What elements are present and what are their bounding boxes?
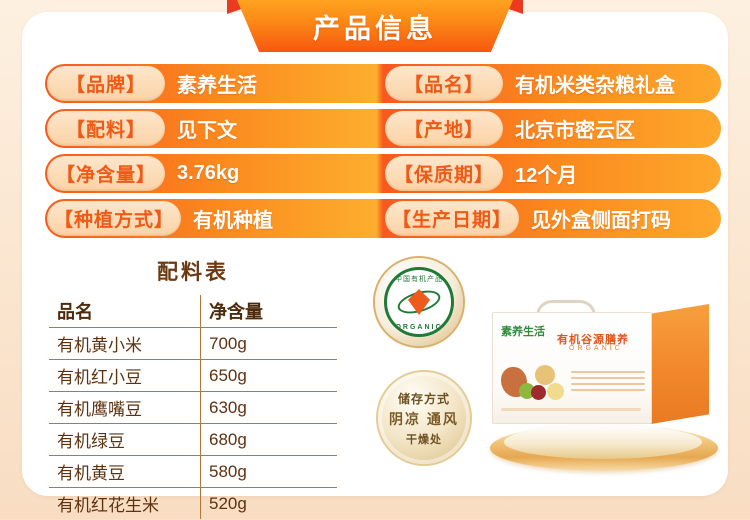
info-cell-right: 【品名】 有机米类杂粮礼盒 bbox=[383, 64, 721, 103]
ingredient-weight: 680g bbox=[200, 423, 337, 456]
plate-top-icon bbox=[504, 425, 702, 459]
seal-bottom-text: ORGANIC bbox=[395, 324, 443, 331]
info-value-brand: 素养生活 bbox=[177, 75, 257, 97]
ingredient-weight: 630g bbox=[200, 391, 337, 424]
product-info-rows: 【品牌】 素养生活 【品名】 有机米类杂粮礼盒 【配料】 见下文 【产地】 北京… bbox=[45, 64, 721, 244]
info-value-production-date: 见外盒侧面打码 bbox=[531, 210, 671, 232]
header-banner-zone: 产品信息 bbox=[0, 0, 750, 56]
info-cell-right: 【生产日期】 见外盒侧面打码 bbox=[383, 199, 721, 238]
table-header-name: 品名 bbox=[49, 295, 201, 328]
page-title: 产品信息 bbox=[313, 13, 437, 44]
table-row: 有机红花生米 520g bbox=[49, 487, 337, 519]
info-value-origin: 北京市密云区 bbox=[515, 120, 635, 142]
header-banner: 产品信息 bbox=[237, 0, 513, 52]
product-box-image: 素养生活 有机谷源膳养 ORGANIC bbox=[488, 300, 720, 475]
ingredient-name: 有机绿豆 bbox=[49, 423, 201, 456]
food-redbean-icon bbox=[531, 385, 546, 400]
ingredient-weight: 700g bbox=[200, 327, 337, 360]
info-cell-left: 【配料】 见下文 bbox=[45, 109, 383, 148]
info-label-product-name: 【品名】 bbox=[385, 66, 503, 101]
info-cell-left: 【品牌】 素养生活 bbox=[45, 64, 383, 103]
info-label-production-date: 【生产日期】 bbox=[385, 201, 519, 236]
ingredient-name: 有机红花生米 bbox=[49, 487, 201, 519]
food-soybean-icon bbox=[547, 383, 564, 400]
info-row: 【种植方式】 有机种植 【生产日期】 见外盒侧面打码 bbox=[45, 199, 721, 238]
info-cell-left: 【种植方式】 有机种植 bbox=[45, 199, 383, 238]
organic-certification-seal: 中国有机产品 ORGANIC bbox=[375, 258, 463, 346]
box-fineprint-line bbox=[501, 408, 641, 411]
ingredient-name: 有机黄豆 bbox=[49, 455, 201, 488]
ingredient-name: 有机红小豆 bbox=[49, 359, 201, 392]
info-value-product-name: 有机米类杂粮礼盒 bbox=[515, 75, 675, 97]
info-label-origin: 【产地】 bbox=[385, 111, 503, 146]
info-value-net-weight: 3.76kg bbox=[177, 162, 240, 184]
ingredients-block: 配料表 品名 净含量 有机黄小米 700g 有机红小豆 650g 有机鹰嘴豆 6… bbox=[48, 256, 338, 520]
table-header-row: 品名 净含量 bbox=[49, 295, 337, 328]
info-value-shelf-life: 12个月 bbox=[515, 165, 578, 187]
info-label-shelf-life: 【保质期】 bbox=[385, 156, 503, 191]
box-side-panel bbox=[651, 304, 709, 424]
table-row: 有机黄豆 580g bbox=[49, 455, 337, 488]
ingredients-title: 配料表 bbox=[157, 261, 229, 284]
box-brand-logo: 素养生活 bbox=[501, 326, 545, 338]
info-value-ingredients: 见下文 bbox=[177, 120, 237, 142]
seal-top-text: 中国有机产品 bbox=[395, 276, 443, 283]
info-label-planting-method: 【种植方式】 bbox=[47, 201, 181, 236]
table-row: 有机黄小米 700g bbox=[49, 327, 337, 360]
storage-heading: 储存方式 bbox=[397, 391, 450, 406]
table-header-weight: 净含量 bbox=[200, 295, 337, 328]
info-value-planting-method: 有机种植 bbox=[193, 210, 273, 232]
table-row: 有机红小豆 650g bbox=[49, 359, 337, 392]
seal-inner: 中国有机产品 ORGANIC bbox=[384, 267, 454, 337]
ingredient-weight: 650g bbox=[200, 359, 337, 392]
table-row: 有机鹰嘴豆 630g bbox=[49, 391, 337, 424]
info-label-brand: 【品牌】 bbox=[47, 66, 165, 101]
ingredient-weight: 520g bbox=[200, 487, 337, 519]
ingredients-table: 品名 净含量 有机黄小米 700g 有机红小豆 650g 有机鹰嘴豆 630g … bbox=[48, 294, 338, 520]
info-label-ingredients: 【配料】 bbox=[47, 111, 165, 146]
ingredient-name: 有机鹰嘴豆 bbox=[49, 391, 201, 424]
storage-medallion: 储存方式 阴凉 通风 干燥处 bbox=[378, 372, 470, 464]
box-food-illustration bbox=[501, 361, 569, 409]
box-title: 有机谷源膳养 bbox=[557, 334, 629, 346]
box-text-lines bbox=[571, 371, 645, 395]
info-row: 【净含量】 3.76kg 【保质期】 12个月 bbox=[45, 154, 721, 193]
food-onion-icon bbox=[535, 365, 555, 385]
info-row: 【配料】 见下文 【产地】 北京市密云区 bbox=[45, 109, 721, 148]
info-cell-left: 【净含量】 3.76kg bbox=[45, 154, 383, 193]
info-cell-right: 【保质期】 12个月 bbox=[383, 154, 721, 193]
storage-condition-secondary: 干燥处 bbox=[406, 433, 442, 446]
info-cell-right: 【产地】 北京市密云区 bbox=[383, 109, 721, 148]
box-front-panel: 素养生活 有机谷源膳养 ORGANIC bbox=[492, 312, 652, 424]
info-label-net-weight: 【净含量】 bbox=[47, 156, 165, 191]
ingredient-name: 有机黄小米 bbox=[49, 327, 201, 360]
info-row: 【品牌】 素养生活 【品名】 有机米类杂粮礼盒 bbox=[45, 64, 721, 103]
ingredient-weight: 580g bbox=[200, 455, 337, 488]
table-row: 有机绿豆 680g bbox=[49, 423, 337, 456]
storage-condition: 阴凉 通风 bbox=[389, 410, 459, 427]
box-subtitle: ORGANIC bbox=[569, 345, 623, 352]
